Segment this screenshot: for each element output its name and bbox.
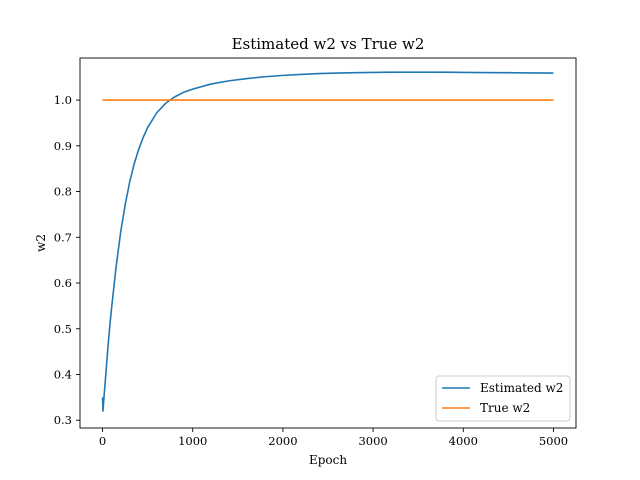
y-tick-label: 0.5 [54,322,72,336]
y-tick-label: 1.0 [54,93,72,107]
series-layer [101,71,554,412]
legend: Estimated w2 True w2 [435,375,571,422]
y-tick-label: 0.4 [54,367,72,381]
y-tick-label: 0.7 [54,230,72,244]
x-tick-label: 3000 [358,434,387,448]
y-axis-label: w2 [34,234,48,252]
y-tick-label: 0.8 [54,185,72,199]
axes-frame [79,57,577,429]
y-axis-ticks: 0.3 0.4 0.5 0.6 0.7 0.8 0.9 1.0 [54,93,80,427]
x-tick-label: 1000 [178,434,207,448]
x-tick-label: 2000 [268,434,297,448]
legend-label: Estimated w2 [480,381,563,395]
y-tick-label: 0.3 [54,413,72,427]
y-tick-label: 0.9 [54,139,72,153]
x-axis-ticks: 0 1000 2000 3000 4000 5000 [99,428,568,448]
y-tick-label: 0.6 [54,276,72,290]
x-tick-label: 5000 [539,434,568,448]
x-axis-label: Epoch [309,453,347,467]
series-line-estimated-w2 [101,71,554,412]
chart-title: Estimated w2 vs True w2 [232,35,425,53]
x-tick-label: 0 [99,434,106,448]
legend-label: True w2 [480,401,530,415]
x-tick-label: 4000 [449,434,478,448]
